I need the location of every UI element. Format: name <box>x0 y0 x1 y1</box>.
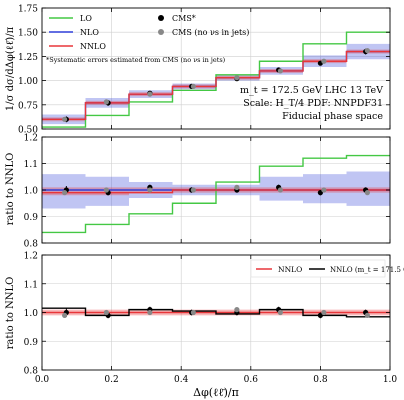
data-point-cms-no-nu <box>103 99 109 105</box>
x-tick-label: 0.6 <box>244 375 259 385</box>
data-point-cms-no-nu <box>277 309 283 316</box>
data-point-cms-no-nu <box>364 190 370 196</box>
data-point-cms-no-nu <box>364 312 370 318</box>
data-point-cms-no-nu <box>147 91 153 97</box>
data-point-cms-no-nu <box>234 307 240 313</box>
data-point-cms-no-nu <box>62 116 68 122</box>
annotation-phase-space: Fiducial phase space <box>282 111 383 122</box>
series-lo <box>42 154 390 234</box>
panel-frame <box>41 7 391 130</box>
data-point-cms-no-nu <box>190 309 196 316</box>
y-tick-label: 1.0 <box>24 187 39 197</box>
x-tick-label: 0.8 <box>313 375 328 385</box>
legend-label-lo: LO <box>80 14 92 23</box>
legend-marker-cms <box>158 15 164 21</box>
annotation-scale: Scale: H_T/4 PDF: NNPDF31 <box>243 98 383 109</box>
data-point-cms-no-nu <box>147 309 153 316</box>
x-tick-label: 0.2 <box>104 375 118 385</box>
x-tick-label: 0.0 <box>35 375 50 385</box>
legend-label-nlo: NLO <box>80 28 99 37</box>
x-tick-label: 0.4 <box>174 375 189 385</box>
y-tick-label: 1.2 <box>24 252 38 262</box>
data-point-cms-no-nu <box>234 184 240 190</box>
ratio2-ylabel: ratio to NNLO <box>5 277 16 350</box>
x-axis-label: Δφ(ℓℓ̄)/π <box>193 386 239 399</box>
y-tick-label: 0.50 <box>18 126 38 136</box>
legend-marker-cms-no-nu <box>158 29 164 35</box>
data-point-cms-no-nu <box>321 58 327 64</box>
y-tick-label: 1.1 <box>24 160 38 170</box>
legend-label-cms: CMS* <box>172 14 196 23</box>
y-tick-label: 1.0 <box>24 309 39 319</box>
y-tick-label: 1.25 <box>18 53 38 63</box>
data-point-cms-no-nu <box>103 187 109 193</box>
ratio1-ylabel: ratio to NNLO <box>5 153 16 226</box>
ratio2-legend: NNLO NNLO (m_t = 171.5 GeV) <box>250 259 404 278</box>
data-point-cms-no-nu <box>321 309 327 316</box>
data-point-cms-no-nu <box>190 187 196 193</box>
data-point-cms-no-nu <box>277 187 283 193</box>
data-point-cms-no-nu <box>62 190 68 196</box>
annotation-mt: m_t = 172.5 GeV LHC 13 TeV <box>240 85 383 96</box>
main-legend: LO NLO NNLO CMS* CMS (no νs in jets) <box>49 14 249 51</box>
data-point-cms-no-nu <box>103 309 109 316</box>
y-tick-label: 1.1 <box>24 280 38 290</box>
data-point-cms-no-nu <box>321 187 327 193</box>
y-tick-label: 0.9 <box>24 213 39 223</box>
legend-label-nnlo-mt: NNLO (m_t = 171.5 GeV) <box>330 266 404 274</box>
annotation-systematics: *Systematic errors estimated from CMS (n… <box>46 56 226 64</box>
y-tick-label: 0.75 <box>18 101 38 111</box>
y-tick-label: 0.9 <box>24 338 39 348</box>
legend-label-nnlo: NNLO <box>80 42 106 51</box>
data-point-cms-no-nu <box>277 68 283 74</box>
y-tick-label: 1.2 <box>24 134 38 144</box>
data-point-cms-no-nu <box>147 187 153 193</box>
main-ylabel: 1/σ dσ/dΔφ(ℓℓ̄)/π <box>5 26 16 111</box>
y-tick-label: 1.75 <box>18 5 38 15</box>
data-point-cms-no-nu <box>234 75 240 81</box>
data-point-cms-no-nu <box>190 83 196 90</box>
ratio-panel-1: 0.8 0.9 1.0 1.1 1.2 <box>24 134 391 250</box>
y-tick-label: 0.8 <box>24 367 39 377</box>
data-point-cms <box>317 312 323 318</box>
y-tick-label: 1.00 <box>18 77 38 87</box>
ratio-panel-2: 0.8 0.9 1.0 1.1 1.2 0.0 0.2 0.4 0.6 0.8 1.0 <box>24 252 398 386</box>
data-point-cms-no-nu <box>364 47 370 54</box>
x-tick-label: 1.0 <box>383 375 398 385</box>
y-tick-label: 0.8 <box>24 240 39 250</box>
data-point-cms-no-nu <box>62 312 68 318</box>
legend-label-nnlo-2: NNLO <box>278 265 302 274</box>
y-tick-label: 1.50 <box>18 29 38 39</box>
main-panel: 0.50 0.75 1.00 1.25 1.50 1.75 <box>18 5 391 136</box>
legend-label-cms-no-nu: CMS (no νs in jets) <box>172 28 249 37</box>
